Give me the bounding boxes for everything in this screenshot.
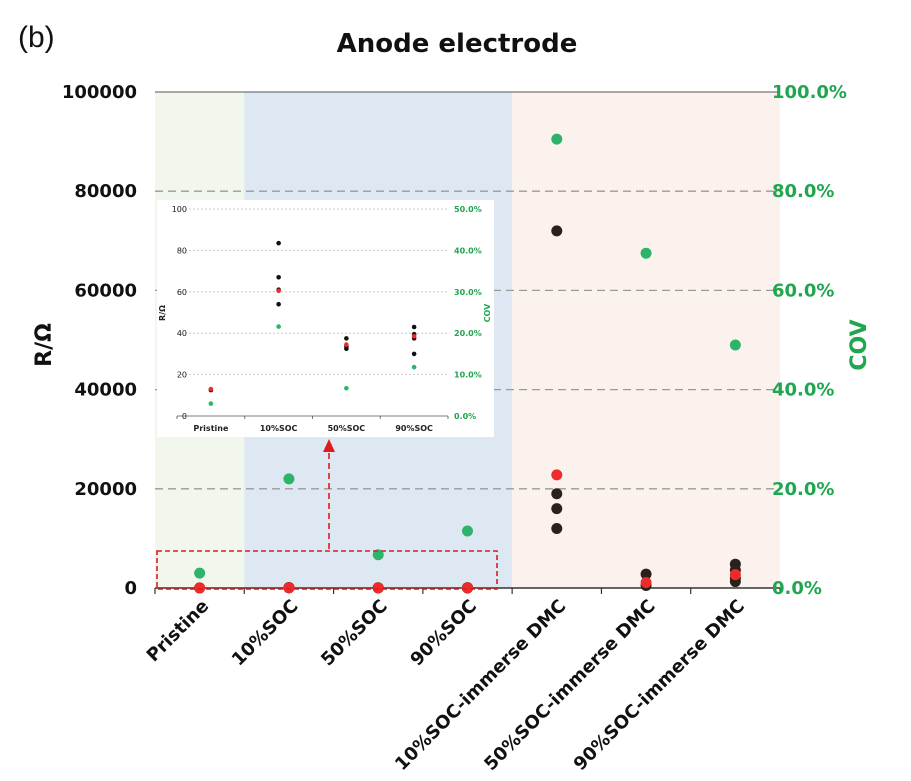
inset-right-tick-label: 20.0%	[454, 329, 482, 338]
zoom-arrow-head	[323, 439, 335, 452]
inset-point-r-samples-10pctsoc	[276, 240, 281, 246]
inset-point-cov-pristine	[208, 401, 214, 406]
inset-right-tick-label: 50.0%	[454, 205, 482, 214]
inset-point-cov-90pctsoc	[411, 364, 417, 370]
inset-left-tick-label: 100	[172, 205, 187, 214]
main-right-ticks: 0.0% 20.0% 40.0% 60.0% 80.0% 100.0%	[772, 82, 847, 599]
point-r-mean-10pctsoc-immerse-dmc	[551, 469, 563, 481]
zoom-box	[156, 550, 498, 590]
category-label-50pctsoc: 50%SOC	[317, 596, 392, 671]
inset-point-r-samples-10pctsoc	[276, 275, 281, 280]
inset-right-tick-label: 40.0%	[454, 246, 482, 255]
inset-left-tick-label: 0	[182, 412, 187, 421]
chart-title: Anode electrode	[337, 29, 578, 59]
inset-left-tick-label: 80	[177, 246, 187, 255]
inset-left-tick-label: 60	[177, 288, 187, 297]
inset-category-label-10pctsoc: 10%SOC	[260, 424, 298, 433]
inset-category-label-50pctsoc: 50%SOC	[328, 424, 366, 433]
point-cov-50pctsoc-immerse-dmc	[640, 247, 652, 259]
inset-right-axis-label: COV	[483, 303, 492, 322]
category-label-10pctsoc: 10%SOC	[228, 596, 303, 671]
right-tick-label: 0.0%	[772, 578, 822, 599]
right-axis-label: COV	[847, 319, 872, 370]
region-2	[512, 92, 780, 588]
category-label-90pctsoc-immerse-dmc: 90%SOC-immerse DMC	[570, 596, 749, 775]
inset-category-labels: Pristine 10%SOC 50%SOC 90%SOC	[193, 424, 433, 433]
category-label-50pctsoc-immerse-dmc: 50%SOC-immerse DMC	[480, 596, 659, 775]
inset-point-r-mean-pristine	[208, 386, 214, 392]
inset-point-r-samples-10pctsoc	[276, 301, 281, 307]
right-tick-label: 100.0%	[772, 82, 847, 103]
inset-left-ticks: 0 20 40 60 80 100	[172, 205, 187, 421]
point-r-mean-90pctsoc	[462, 582, 473, 594]
inset-left-tick-label: 20	[177, 371, 187, 380]
point-r-samples-10pctsoc-immerse-dmc	[551, 522, 563, 534]
point-r-mean-pristine	[194, 582, 206, 594]
point-r-mean-10pctsoc	[283, 582, 295, 594]
category-label-90pctsoc: 90%SOC	[406, 596, 481, 671]
inset-right-ticks: 0.0% 10.0% 20.0% 30.0% 40.0% 50.0%	[454, 205, 482, 421]
right-tick-label: 40.0%	[772, 380, 834, 401]
right-tick-label: 20.0%	[772, 479, 834, 500]
inset-point-r-mean-90pctsoc	[411, 334, 417, 339]
point-r-mean-50pctsoc	[372, 582, 384, 594]
left-tick-label: 20000	[74, 479, 137, 500]
point-r-mean-50pctsoc-immerse-dmc	[640, 577, 652, 589]
right-tick-label: 60.0%	[772, 280, 834, 301]
point-r-samples-10pctsoc-immerse-dmc	[551, 225, 563, 237]
inset-point-r-samples-90pctsoc	[411, 351, 417, 357]
point-cov-pristine	[194, 567, 206, 579]
inset-gridlines	[177, 208, 448, 376]
left-tick-label: 60000	[74, 280, 137, 301]
inset-background	[157, 200, 494, 437]
point-cov-90pctsoc-immerse-dmc	[729, 339, 741, 351]
inset-data-points	[208, 240, 417, 406]
inset-right-tick-label: 10.0%	[454, 371, 482, 380]
inset-left-axis-label: R/Ω	[158, 305, 167, 321]
inset-point-r-mean-50pctsoc	[344, 342, 349, 347]
inset-right-tick-label: 30.0%	[454, 288, 482, 297]
left-axis-label: R/Ω	[32, 323, 57, 367]
main-left-ticks: 0 20000 40000 60000 80000 100000	[62, 82, 137, 599]
left-tick-label: 100000	[62, 82, 137, 103]
inset-right-tick-label: 0.0%	[454, 412, 476, 421]
left-tick-label: 0	[124, 578, 137, 599]
inset-plot-frame	[176, 415, 449, 419]
point-cov-50pctsoc	[372, 549, 384, 561]
point-cov-10pctsoc-immerse-dmc	[551, 133, 563, 145]
inset-point-r-samples-50pctsoc	[344, 346, 349, 352]
inset-left-tick-label: 40	[177, 329, 187, 338]
point-cov-10pctsoc	[283, 473, 295, 485]
main-category-labels: Pristine 10%SOC 50%SOC 90%SOC10%SOC-immerse…	[143, 596, 749, 775]
point-r-samples-10pctsoc-immerse-dmc	[551, 503, 563, 515]
left-tick-label: 80000	[74, 181, 137, 202]
inset-point-cov-10pctsoc	[276, 324, 281, 329]
inset-category-label-90pctsoc: 90%SOC	[395, 424, 433, 433]
left-tick-label: 40000	[74, 380, 137, 401]
category-label-10pctsoc-immerse-dmc: 10%SOC-immerse DMC	[391, 596, 570, 775]
inset-point-r-mean-10pctsoc	[276, 288, 281, 294]
category-label-pristine: Pristine	[143, 596, 214, 667]
point-cov-90pctsoc	[462, 525, 473, 537]
main-data-points	[194, 133, 741, 594]
inset-point-cov-50pctsoc	[344, 385, 349, 391]
right-tick-label: 80.0%	[772, 181, 834, 202]
inset-point-r-samples-50pctsoc	[344, 336, 349, 341]
inset-category-label-pristine: Pristine	[193, 424, 229, 433]
point-r-mean-90pctsoc-immerse-dmc	[729, 569, 741, 581]
point-r-samples-10pctsoc-immerse-dmc	[551, 488, 563, 500]
inset-point-r-samples-90pctsoc	[411, 324, 417, 330]
panel-label: (b)	[18, 21, 55, 54]
point-r-samples-50pctsoc-immerse-dmc	[640, 568, 652, 580]
